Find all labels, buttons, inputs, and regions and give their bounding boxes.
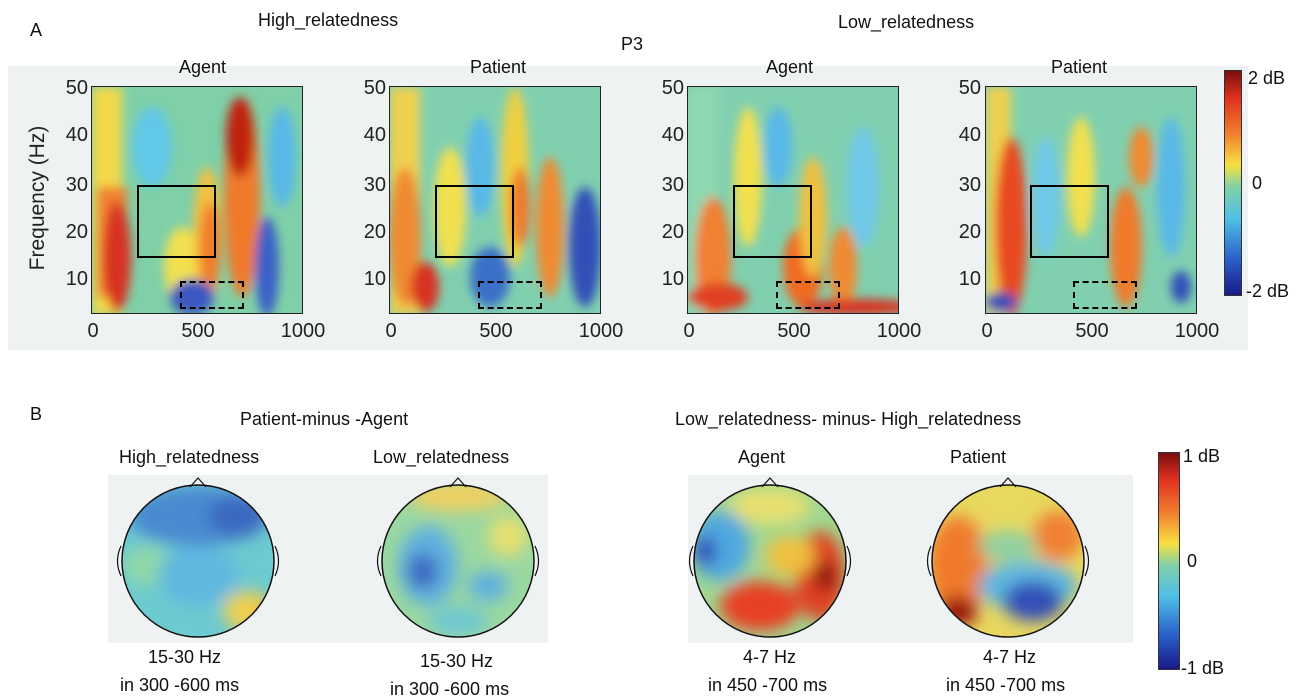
roi-box-agent-low: [733, 185, 812, 258]
xtick-p1-1000: 1000: [280, 320, 326, 342]
topo-window-patient: in 450 -700 ms: [946, 675, 1066, 695]
xtick-p3-0: 0: [683, 320, 695, 342]
xtick-p4-1000: 1000: [1174, 320, 1220, 342]
roi-dashed-agent-low: [776, 281, 840, 309]
group-high-title: High_relatedness: [258, 10, 399, 30]
ytick-p3-20: 20: [661, 221, 684, 243]
colorbar-a-min: -2 dB: [1246, 281, 1290, 301]
topo-band-low: 15-30 Hz: [420, 651, 494, 671]
plot-title-patient-high: Patient: [470, 57, 527, 77]
plot-title-agent-low: Agent: [766, 57, 814, 77]
colorbar-b-max: 1 dB: [1183, 446, 1221, 466]
xtick-p4-500: 500: [1075, 320, 1109, 342]
electrode-label: P3: [621, 34, 644, 54]
colorbar-b: [1158, 452, 1180, 670]
ytick-p3-30: 30: [661, 174, 684, 196]
xtick-p4-0: 0: [981, 320, 993, 342]
xtick-p1-0: 0: [87, 320, 99, 342]
roi-dashed-agent-high: [180, 281, 244, 309]
ytick-p1-30: 30: [65, 174, 88, 196]
roi-box-patient-low: [1030, 185, 1109, 258]
ytick-p4-30: 30: [958, 174, 981, 196]
tf-plot-patient-low: [985, 86, 1197, 314]
topo-title-low: Low_relatedness: [373, 447, 510, 467]
ytick-p1-10: 10: [65, 268, 88, 290]
roi-dashed-patient-high: [478, 281, 542, 309]
ytick-p3-50: 50: [661, 77, 684, 99]
topo-band-agent: 4-7 Hz: [743, 647, 797, 667]
ytick-p2-50: 50: [363, 77, 386, 99]
xtick-p3-500: 500: [777, 320, 811, 342]
ytick-p2-20: 20: [363, 221, 386, 243]
ytick-p4-20: 20: [958, 221, 981, 243]
colorbar-a-mid: 0: [1252, 173, 1263, 193]
colorbar-b-min: -1 dB: [1181, 658, 1225, 678]
topo-title-agent: Agent: [738, 447, 786, 467]
colorbar-b-mid: 0: [1187, 551, 1198, 571]
topo-band-high: 15-30 Hz: [148, 647, 222, 667]
group-low-title: Low_relatedness: [838, 12, 975, 32]
colorbar-a-max: 2 dB: [1248, 68, 1286, 88]
ytick-p4-40: 40: [958, 124, 981, 146]
panel-b-label: B: [30, 404, 43, 424]
topo-title-high: High_relatedness: [119, 447, 260, 467]
ytick-p4-10: 10: [958, 268, 981, 290]
tf-plot-patient-high: [389, 86, 601, 314]
xtick-p1-500: 500: [181, 320, 215, 342]
topo-window-low: in 300 -600 ms: [390, 679, 510, 699]
ytick-p3-10: 10: [661, 268, 684, 290]
plot-title-agent-high: Agent: [179, 57, 227, 77]
topo-band-patient: 4-7 Hz: [983, 647, 1037, 667]
contrast-right-title: Low_relatedness- minus- High_relatedness: [675, 409, 1022, 429]
roi-box-agent-high: [137, 185, 216, 258]
topomap-patient: [918, 476, 1098, 651]
topomap-low-relatedness: [368, 476, 548, 651]
roi-box-patient-high: [435, 185, 514, 258]
ytick-p1-20: 20: [65, 221, 88, 243]
ytick-p1-50: 50: [65, 77, 88, 99]
ytick-p1-40: 40: [65, 124, 88, 146]
xtick-p2-1000: 1000: [578, 320, 624, 342]
colorbar-a: [1224, 70, 1242, 296]
ytick-p2-30: 30: [363, 174, 386, 196]
y-axis-label: Frequency (Hz): [26, 125, 49, 271]
plot-title-patient-low: Patient: [1051, 57, 1108, 77]
topomap-agent: [680, 476, 860, 651]
ytick-p2-40: 40: [363, 124, 386, 146]
topomap-high-relatedness: [108, 476, 288, 651]
xtick-p2-0: 0: [385, 320, 397, 342]
topo-title-patient: Patient: [950, 447, 1007, 467]
ytick-p3-40: 40: [661, 124, 684, 146]
tf-plot-agent-high: [91, 86, 303, 314]
ytick-p4-50: 50: [958, 77, 981, 99]
topo-window-high: in 300 -600 ms: [120, 675, 240, 695]
panel-a-label: A: [30, 20, 43, 40]
tf-plot-agent-low: [687, 86, 899, 314]
roi-dashed-patient-low: [1073, 281, 1137, 309]
xtick-p2-500: 500: [479, 320, 513, 342]
topo-window-agent: in 450 -700 ms: [708, 675, 828, 695]
xtick-p3-1000: 1000: [876, 320, 922, 342]
contrast-left-title: Patient-minus -Agent: [240, 409, 409, 429]
ytick-p2-10: 10: [363, 268, 386, 290]
